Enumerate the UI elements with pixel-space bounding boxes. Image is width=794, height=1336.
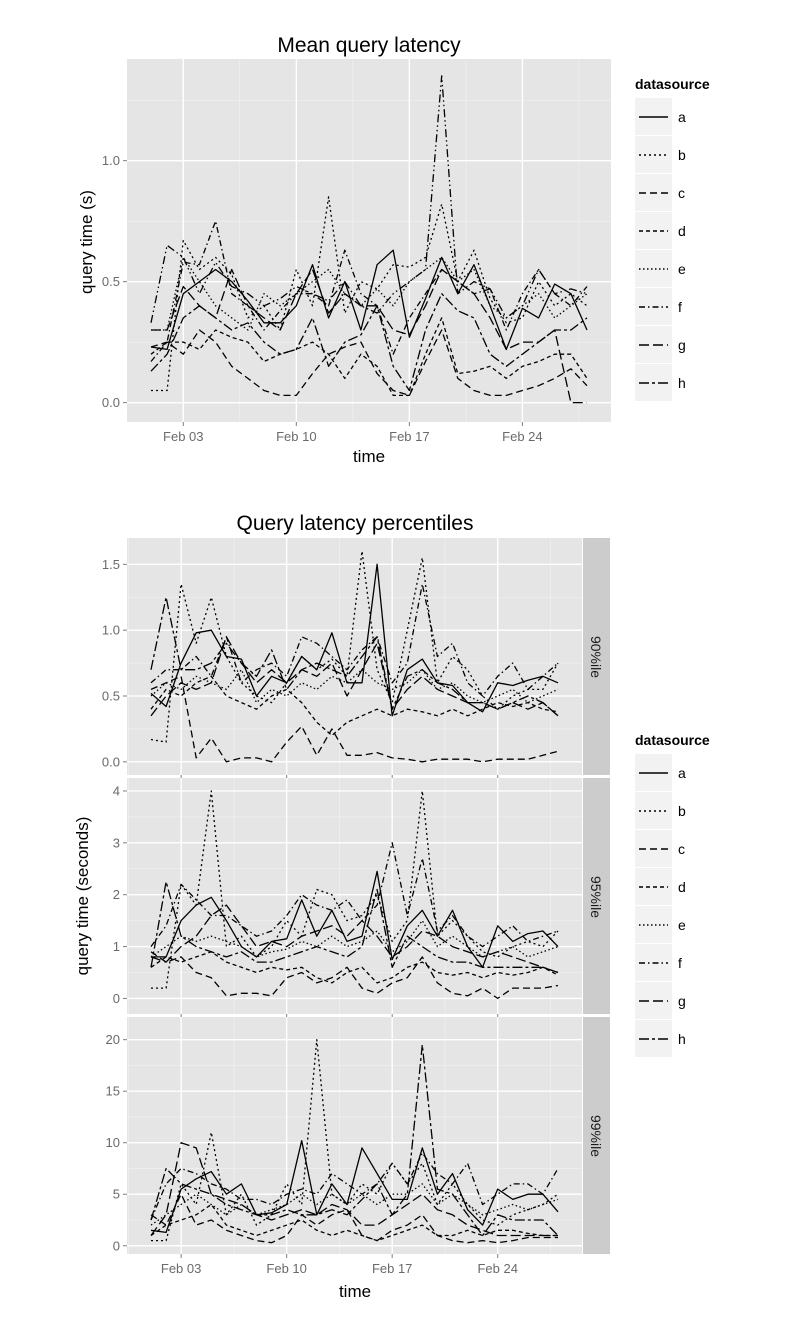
legend1-title: datasource [635, 76, 710, 92]
chart2-facet3-x-tick-label: Feb 10 [266, 1261, 306, 1276]
chart2-facet3-series-c-line [150, 1193, 558, 1244]
chart2-legend-key-e [635, 906, 672, 943]
chart1-panel-bg [127, 59, 611, 422]
chart2-legend-label-e: e [678, 917, 686, 933]
chart2-facet3-x-tick-label: Feb 03 [161, 1261, 201, 1276]
chart2-legend-label-f: f [678, 955, 682, 971]
chart1-series-extra-line [150, 75, 588, 323]
chart2-facet1-series-c-line [150, 675, 559, 763]
chart1-legend-label-h: h [678, 375, 686, 391]
strip-label-99: 99%ile [588, 1115, 604, 1157]
chart2-facet2-series-h-line [150, 881, 559, 974]
chart2-facet3-x-tick-label: Feb 24 [477, 1261, 517, 1276]
chart2-legend-label-d: d [678, 879, 686, 895]
chart2-facet2-series-g-line [150, 904, 559, 974]
chart1-series-b-line [151, 196, 588, 392]
chart2-legend-label-g: g [678, 993, 686, 1009]
chart2-facet3-y-tick-label: 0 [113, 1238, 120, 1253]
chart2-facet2-series-a-line [151, 870, 559, 968]
chart2-facet3-panel-bg [127, 1017, 582, 1254]
chart1-x-tick-label: Feb 17 [389, 429, 429, 444]
chart2-y-axis-title: query time (seconds) [73, 817, 92, 976]
chart1-series-a-line [150, 249, 588, 351]
chart1-title: Mean query latency [277, 34, 461, 57]
chart2-facet3-series-d-line [150, 1203, 558, 1242]
chart2-facet2-y-tick-label: 0 [113, 991, 120, 1006]
chart2-facet3-series-h-line [150, 1044, 559, 1237]
chart1-legend-label-e: e [678, 261, 686, 277]
chart2-facet3-series-a-line [150, 1140, 559, 1234]
chart1-y-tick-label: 1.0 [102, 153, 120, 168]
chart2-facet1-series-e-line [150, 669, 559, 704]
chart2-facet3-y-tick-label: 5 [113, 1187, 120, 1202]
chart2-facet2-series-c-line [150, 951, 559, 1000]
chart1-legend-label-g: g [678, 337, 686, 353]
chart2-facet1-strip [583, 538, 610, 775]
chart2-facet2-y-tick-label: 1 [113, 939, 120, 954]
chart2-facet3-y-tick-label: 10 [106, 1135, 120, 1150]
chart2-facet2-series-f-line [150, 842, 559, 948]
strip-label-95: 95%ile [588, 876, 604, 918]
chart1-legend-label-f: f [678, 299, 682, 315]
chart2-facet1-y-tick-label: 0.0 [102, 754, 120, 769]
chart2-facet2-y-tick-label: 2 [113, 887, 120, 902]
chart1-legend-label-a: a [678, 109, 686, 125]
chart1-y-tick-label: 0.5 [102, 274, 120, 289]
chart2-facet1-panel-bg [127, 538, 582, 775]
chart2-legend-label-h: h [678, 1031, 686, 1047]
chart2-legend-label-b: b [678, 803, 686, 819]
chart2-facet1-y-tick-label: 1.0 [102, 623, 120, 638]
chart2-facet3-strip [583, 1017, 610, 1254]
chart2-legend-label-c: c [678, 841, 685, 857]
chart1-legend-label-c: c [678, 185, 685, 201]
chart2-facet3-series-b-line [151, 1039, 559, 1242]
chart1-legend-label-b: b [678, 147, 686, 163]
chart1-y-tick-label: 0.0 [102, 395, 120, 410]
chart1-x-axis-title: time [353, 447, 385, 466]
chart1-x-tick-label: Feb 10 [276, 429, 316, 444]
chart2-facet2-strip [583, 778, 610, 1014]
chart2-facet1-y-tick-label: 1.5 [102, 557, 120, 572]
chart2-facet2-y-tick-label: 3 [113, 835, 120, 850]
chart1-x-tick-label: Feb 24 [502, 429, 542, 444]
chart1-x-tick-label: Feb 03 [163, 429, 203, 444]
chart1-series-c-line [150, 329, 588, 397]
chart2-facet3-series-g-line [150, 1142, 558, 1237]
chart2-legend-label-a: a [678, 765, 686, 781]
chart2-facet2-y-tick-label: 4 [113, 783, 120, 798]
chart1-y-axis-title: query time (s) [77, 190, 96, 294]
chart2-facet1-series-b-line [150, 550, 559, 743]
chart1-legend-key-e [635, 250, 672, 287]
chart2-facet1-y-tick-label: 0.5 [102, 689, 120, 704]
chart2-facet1-series-h-line [150, 596, 559, 717]
chart1-series-g-line [151, 268, 587, 404]
chart2-facet3-series-e-line [150, 1183, 559, 1226]
chart2-facet1-series-f-line [150, 583, 559, 697]
chart2-facet2-panel-bg [127, 778, 582, 1014]
strip-label-90: 90%ile [588, 636, 604, 678]
chart2-facet3-y-tick-label: 15 [106, 1084, 120, 1099]
chart2-x-axis-title: time [339, 1282, 371, 1301]
chart2-title: Query latency percentiles [237, 512, 474, 535]
chart1-legend-label-d: d [678, 223, 686, 239]
legend2-title: datasource [635, 732, 710, 748]
chart2-facet3-y-tick-label: 20 [106, 1032, 120, 1047]
chart2-facet3-x-tick-label: Feb 17 [372, 1261, 412, 1276]
